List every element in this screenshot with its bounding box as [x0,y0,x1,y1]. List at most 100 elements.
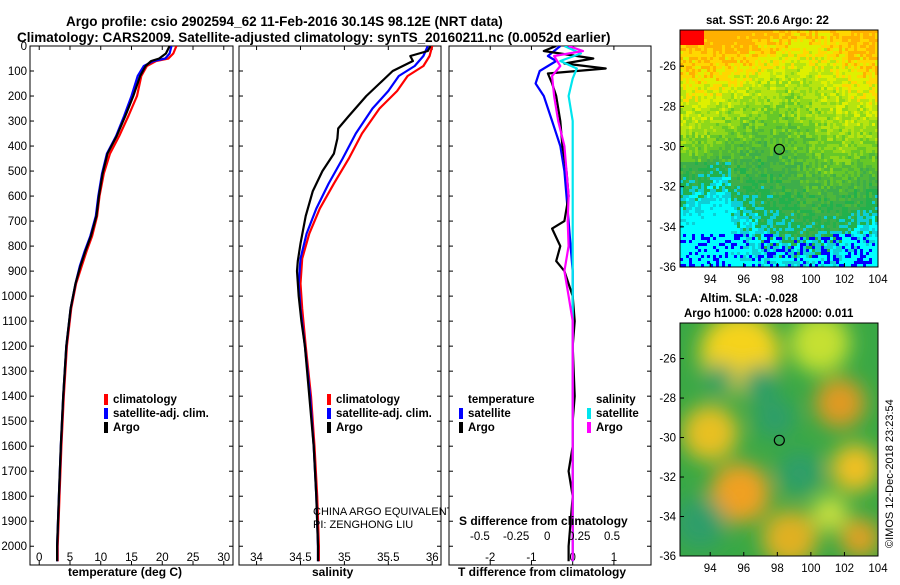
sst-cell [839,45,842,48]
sst-cell [707,210,710,213]
sst-cell [821,153,824,156]
sst-cell [839,36,842,39]
sst-cell [863,177,866,180]
sst-cell [851,81,854,84]
sst-cell [737,189,740,192]
sst-cell [827,207,830,210]
sst-cell [719,162,722,165]
sst-cell [752,219,755,222]
sst-cell [737,69,740,72]
sst-cell [860,63,863,66]
sst-cell [746,129,749,132]
sst-cell [833,60,836,63]
sst-cell [770,96,773,99]
sst-cell [866,114,869,117]
sst-cell [737,144,740,147]
sst-cell [818,201,821,204]
sst-cell [722,132,725,135]
sst-cell [680,237,683,240]
sst-cell [779,201,782,204]
sst-cell [731,159,734,162]
sst-cell [782,126,785,129]
sst-cell [701,126,704,129]
sst-cell [695,45,698,48]
sst-cell [845,84,848,87]
sst-cell [752,186,755,189]
sst-cell [794,213,797,216]
sst-cell [707,96,710,99]
sst-cell [854,33,857,36]
sst-cell [809,177,812,180]
sst-cell [716,228,719,231]
sst-cell [737,234,740,237]
sst-cell [698,81,701,84]
sst-cell [755,84,758,87]
sst-cell [764,99,767,102]
sst-cell [857,123,860,126]
sst-cell [836,204,839,207]
sst-cell [728,123,731,126]
sst-cell [782,120,785,123]
sst-cell [845,42,848,45]
sst-cell [770,87,773,90]
sst-cell [731,156,734,159]
sst-cell [821,117,824,120]
sst-cell [761,123,764,126]
sst-cell [839,114,842,117]
sst-cell [707,54,710,57]
sst-cell [731,180,734,183]
sst-cell [758,93,761,96]
sst-cell [842,204,845,207]
sst-cell [809,78,812,81]
sst-cell [803,153,806,156]
sst-cell [797,201,800,204]
figure-title-line2: Climatology: CARS2009. Satellite-adjuste… [17,30,611,45]
sst-cell [764,75,767,78]
sst-cell [725,201,728,204]
sst-cell [722,183,725,186]
sst-cell [773,207,776,210]
sst-cell [731,63,734,66]
sst-cell [731,150,734,153]
sst-cell [737,114,740,117]
sst-cell [863,102,866,105]
sst-cell [761,39,764,42]
sst-cell [815,174,818,177]
sst-cell [770,141,773,144]
sst-cell [848,138,851,141]
sst-cell [710,135,713,138]
sst-cell [863,198,866,201]
sst-cell [704,132,707,135]
sst-cell [728,174,731,177]
sst-cell [764,183,767,186]
sst-cell [740,72,743,75]
sst-cell [833,201,836,204]
sst-cell [782,189,785,192]
sst-cell [863,216,866,219]
sst-cell [692,219,695,222]
sst-cell [686,174,689,177]
sst-cell [827,84,830,87]
sst-cell [692,63,695,66]
sst-cell [833,183,836,186]
sst-cell [761,126,764,129]
sst-cell [752,45,755,48]
sst-cell [812,180,815,183]
sst-cell [863,201,866,204]
sst-cell [866,171,869,174]
sst-cell [740,57,743,60]
sst-cell [836,135,839,138]
sst-cell [839,90,842,93]
sst-cell [725,180,728,183]
sst-cell [758,153,761,156]
sst-cell [704,171,707,174]
sst-cell [740,240,743,243]
sst-cell [695,219,698,222]
sst-cell [812,165,815,168]
sst-cell [827,153,830,156]
sst-cell [812,192,815,195]
sst-cell [800,165,803,168]
sst-cell [683,240,686,243]
sst-cell [749,75,752,78]
sst-cell [812,204,815,207]
